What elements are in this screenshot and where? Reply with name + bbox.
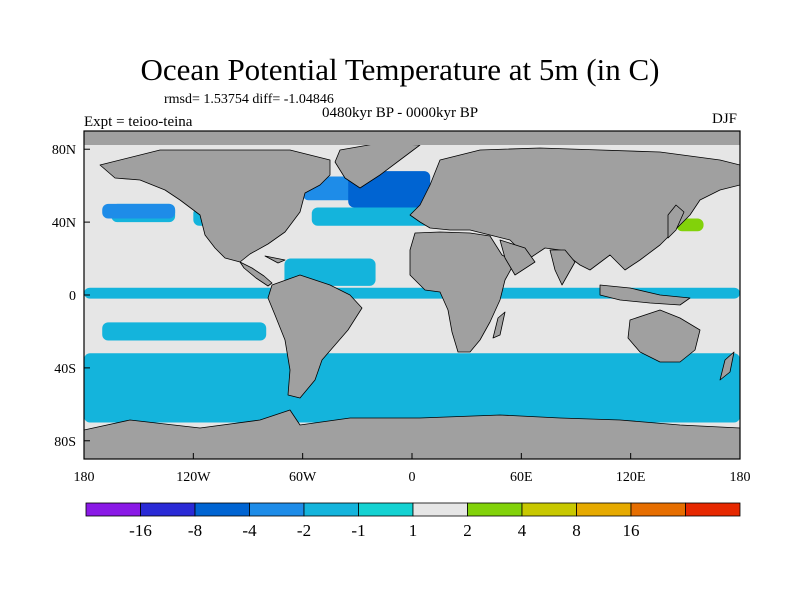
new-zealand <box>719 351 735 381</box>
anomaly-region-5 <box>102 322 267 341</box>
y-tick-label: 80N <box>52 143 76 158</box>
colorbar-label: 4 <box>518 521 527 540</box>
colorbar-box <box>412 502 468 517</box>
colorbar-box <box>194 502 250 517</box>
x-axis: 180 120W 60W 0 60E 120E 180 <box>74 453 751 485</box>
x-tick-label: 180 <box>730 470 751 485</box>
central-america <box>239 261 273 287</box>
arabia <box>499 239 536 276</box>
colorbar-label: 16 <box>623 521 640 540</box>
eurasia <box>409 147 740 271</box>
land-masses <box>84 142 740 459</box>
north-america <box>99 149 331 263</box>
anomaly-region-4 <box>84 287 740 299</box>
colorbar-label: -16 <box>129 521 152 540</box>
south-america <box>267 274 363 399</box>
y-tick-label: 40S <box>54 362 76 377</box>
colorbar-boxes <box>85 502 741 517</box>
colorbar-box <box>630 502 686 517</box>
colorbar-label: 2 <box>463 521 472 540</box>
rmsd-diff-stats: rmsd= 1.53754 diff= -1.04846 <box>164 92 334 107</box>
x-tick-label: 60W <box>289 470 317 485</box>
anomaly-region-10 <box>667 254 713 268</box>
anomaly-region-2 <box>311 207 431 226</box>
colorbar-label: -8 <box>188 521 202 540</box>
x-tick-label: 60E <box>510 470 533 485</box>
australia <box>627 309 701 363</box>
y-tick-label: 0 <box>69 289 76 304</box>
y-axis: 80N 40N 0 40S 80S <box>52 143 90 450</box>
y-tick-label: 80S <box>54 435 76 450</box>
polar-cap <box>84 131 740 145</box>
experiment-label: Expt = teioo-teina <box>84 114 193 130</box>
colorbar-box <box>85 502 141 517</box>
japan <box>667 204 685 239</box>
x-tick-label: 0 <box>409 470 416 485</box>
colorbar-box <box>576 502 632 517</box>
africa <box>409 231 516 353</box>
colorbar-box <box>303 502 359 517</box>
season-label: DJF <box>712 111 738 127</box>
maritime-continent <box>599 284 691 306</box>
antarctica <box>84 409 740 459</box>
period-label: 0480kyr BP - 0000kyr BP <box>322 105 479 121</box>
anomaly-region-6 <box>84 353 740 423</box>
colorbar-labels: -16 -8 -4 -2 -1 1 2 4 8 16 <box>129 521 639 540</box>
x-tick-label: 180 <box>74 470 95 485</box>
colorbar-label: -4 <box>242 521 257 540</box>
colorbar-box <box>358 502 414 517</box>
colorbar-box <box>467 502 523 517</box>
colorbar-label: -2 <box>297 521 311 540</box>
colorbar-label: 8 <box>572 521 581 540</box>
y-tick-label: 40N <box>52 216 76 231</box>
colorbar-label: 1 <box>409 521 418 540</box>
cuba <box>264 255 286 264</box>
anomaly-regions <box>84 163 740 423</box>
anomaly-region-7 <box>102 203 176 219</box>
madagascar <box>492 311 506 339</box>
colorbar-box <box>685 502 741 517</box>
colorbar-label: -1 <box>351 521 365 540</box>
chart-title: Ocean Potential Temperature at 5m (in C) <box>140 52 660 87</box>
colorbar-box <box>521 502 577 517</box>
colorbar-box <box>249 502 305 517</box>
x-tick-label: 120E <box>616 470 646 485</box>
india <box>549 249 576 286</box>
x-tick-label: 120W <box>176 470 211 485</box>
colorbar-box <box>140 502 196 517</box>
